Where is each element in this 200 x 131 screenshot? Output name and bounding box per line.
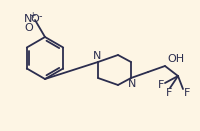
Text: O: O: [30, 14, 39, 24]
Text: +: +: [29, 11, 35, 20]
Text: O: O: [24, 23, 33, 33]
Text: N: N: [128, 79, 136, 89]
Text: -: -: [38, 11, 42, 21]
Text: N: N: [24, 14, 32, 24]
Text: F: F: [158, 80, 164, 90]
Text: N: N: [93, 51, 101, 61]
Text: F: F: [184, 88, 190, 98]
Text: F: F: [166, 88, 172, 98]
Text: OH: OH: [167, 54, 184, 64]
